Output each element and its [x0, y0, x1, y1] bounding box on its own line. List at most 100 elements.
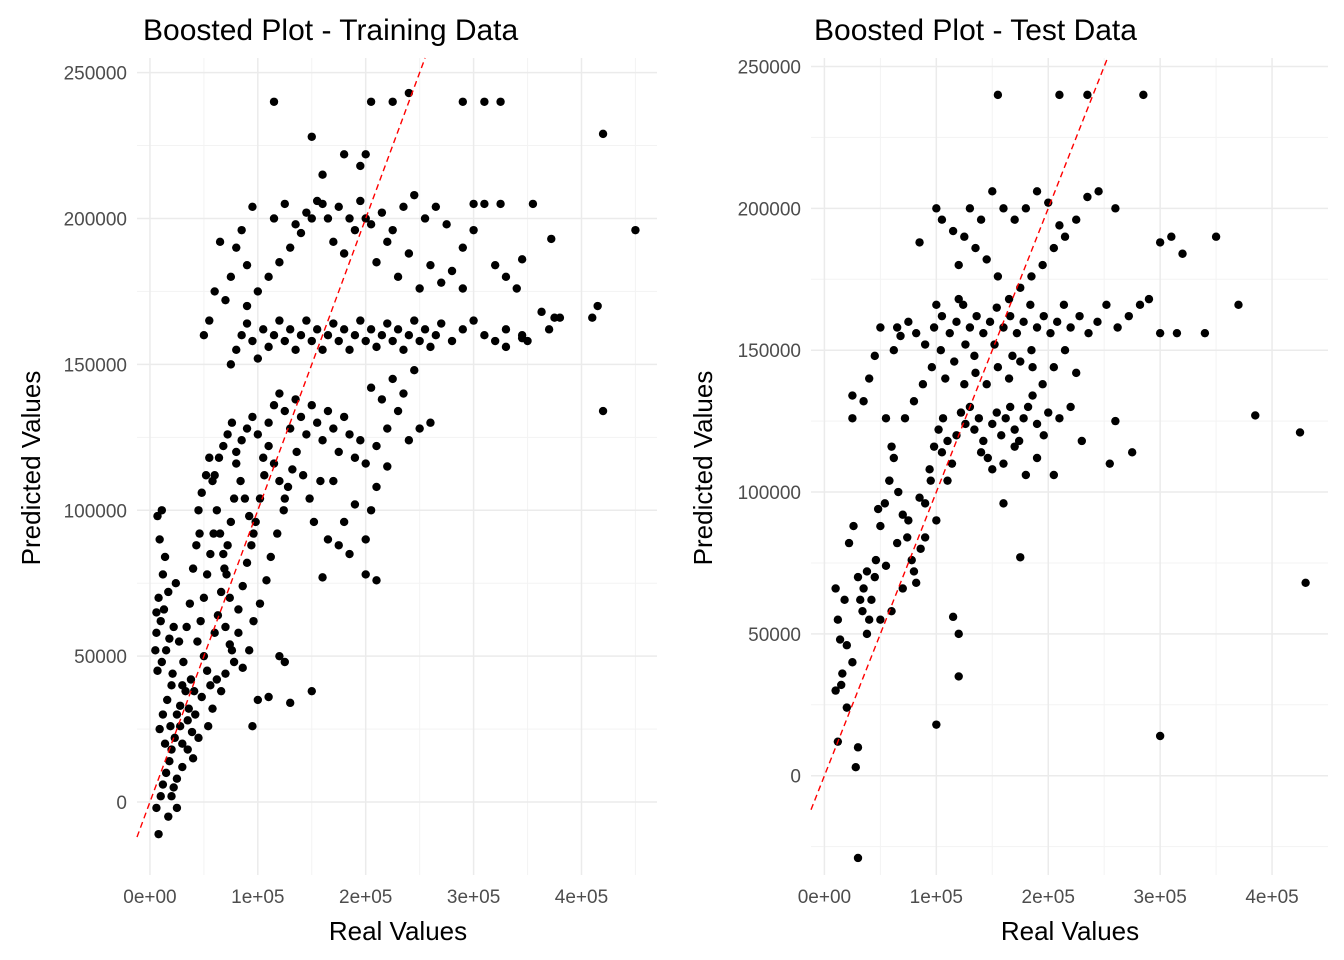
data-point — [153, 511, 162, 521]
data-point — [856, 595, 865, 605]
data-point — [862, 567, 872, 576]
data-point — [948, 226, 958, 236]
data-point — [965, 323, 975, 332]
data-point — [1027, 345, 1036, 355]
data-point — [393, 406, 403, 416]
data-point — [925, 465, 934, 474]
data-point — [312, 418, 322, 427]
data-point — [253, 430, 263, 439]
data-point — [983, 453, 993, 463]
x-tick-label: 0e+00 — [123, 887, 176, 908]
data-point — [361, 459, 370, 468]
data-point — [898, 584, 907, 593]
data-point — [232, 345, 241, 354]
data-point — [871, 555, 881, 565]
data-point — [210, 628, 219, 638]
data-point — [1094, 187, 1103, 196]
data-point — [356, 316, 365, 325]
data-point — [307, 686, 316, 696]
data-point — [929, 442, 939, 451]
data-point — [399, 345, 408, 354]
data-point — [383, 424, 392, 433]
data-point — [900, 414, 910, 423]
data-point — [259, 325, 268, 334]
data-point — [155, 724, 164, 734]
data-point — [1038, 380, 1047, 389]
data-point — [269, 401, 279, 410]
data-point — [1005, 402, 1015, 412]
data-point — [184, 704, 193, 713]
data-point — [1032, 187, 1042, 196]
data-point — [993, 90, 1003, 100]
data-point — [415, 424, 424, 433]
data-point — [388, 225, 397, 235]
x-tick-label: 4e+05 — [1245, 887, 1298, 908]
data-point — [1060, 345, 1070, 355]
data-point — [280, 657, 290, 667]
data-point — [988, 419, 997, 429]
data-point — [242, 558, 252, 567]
data-point — [212, 675, 222, 684]
y-tick-label: 150000 — [738, 341, 801, 362]
data-point — [302, 430, 311, 439]
data-point — [960, 232, 969, 241]
data-point — [242, 301, 252, 311]
data-point — [880, 499, 890, 508]
data-point — [858, 606, 867, 616]
data-point — [275, 476, 284, 486]
data-point — [160, 739, 170, 748]
data-point — [410, 190, 419, 200]
data-point — [307, 214, 316, 223]
data-point — [172, 774, 182, 783]
data-point — [225, 593, 234, 603]
data-point — [941, 374, 950, 383]
data-point — [279, 506, 288, 515]
data-point — [1028, 391, 1037, 400]
data-point — [164, 812, 173, 821]
data-point — [361, 150, 370, 159]
data-point — [909, 397, 919, 406]
data-point — [1004, 294, 1014, 304]
data-point — [255, 494, 265, 503]
data-point — [307, 401, 316, 410]
data-point — [404, 330, 414, 340]
data-point — [292, 447, 301, 457]
data-point — [849, 521, 858, 531]
data-point — [194, 733, 203, 743]
data-point — [151, 646, 160, 655]
data-point — [288, 465, 297, 474]
data-point — [547, 234, 556, 244]
data-point — [280, 494, 290, 503]
data-point — [1032, 323, 1042, 332]
data-point — [345, 345, 354, 354]
data-point — [275, 316, 284, 325]
data-point — [192, 541, 201, 550]
data-point — [972, 311, 981, 321]
data-point — [232, 243, 241, 252]
data-point — [894, 487, 903, 497]
data-point — [264, 342, 273, 352]
data-point — [189, 686, 199, 696]
data-point — [1012, 328, 1022, 338]
y-tick-label: 0 — [116, 793, 127, 814]
data-point — [234, 605, 243, 614]
data-point — [927, 363, 937, 372]
data-point — [215, 237, 225, 247]
data-point — [954, 629, 963, 639]
data-point — [168, 669, 177, 678]
data-point — [937, 448, 947, 457]
data-point — [356, 436, 365, 445]
data-point — [480, 97, 489, 106]
data-point — [1010, 425, 1019, 434]
data-point — [480, 199, 489, 209]
data-point — [275, 651, 284, 661]
data-point — [1027, 272, 1036, 281]
data-point — [958, 300, 968, 310]
data-point — [227, 418, 237, 427]
data-point — [152, 803, 161, 813]
data-point — [970, 425, 979, 434]
data-point — [199, 330, 209, 340]
data-point — [350, 500, 360, 509]
data-point — [1010, 215, 1019, 224]
data-point — [296, 412, 306, 422]
